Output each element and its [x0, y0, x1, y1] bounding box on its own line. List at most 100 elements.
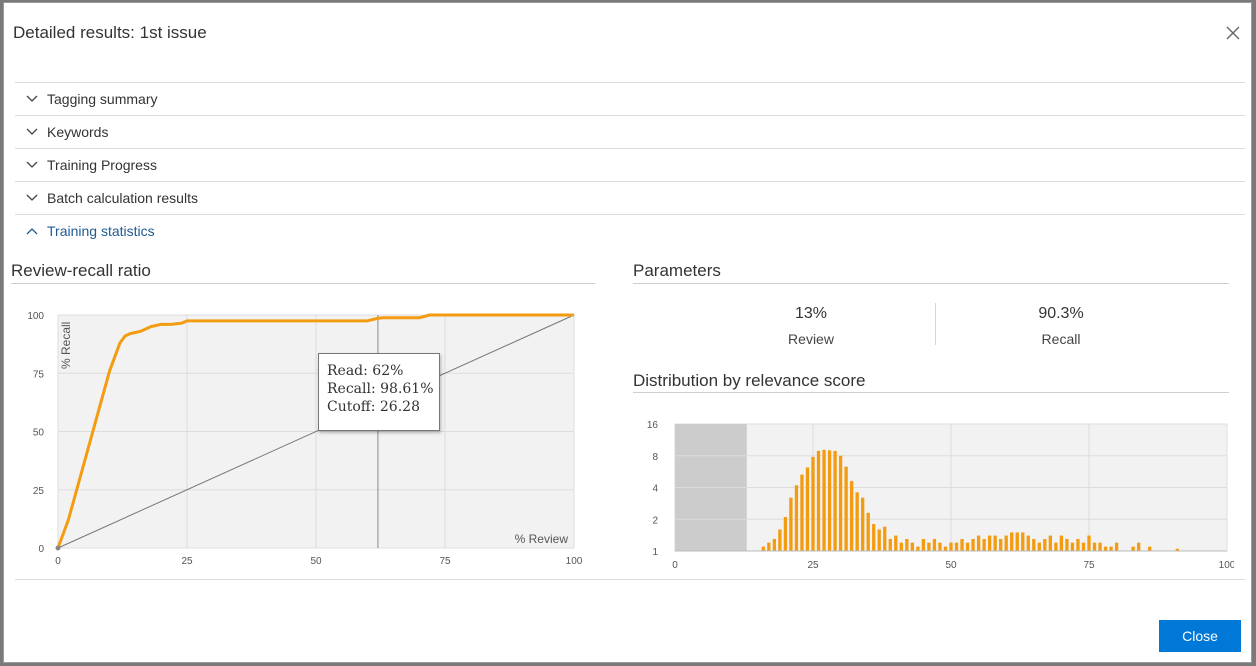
histogram-bar — [1026, 535, 1030, 551]
y-tick-label: 16 — [647, 420, 659, 431]
recall-series-line — [56, 313, 574, 549]
parameters-heading: Parameters — [633, 261, 721, 280]
histogram-bar — [1131, 546, 1135, 551]
section-label: Tagging summary — [47, 91, 158, 107]
chevron-up-icon — [26, 228, 38, 235]
recall-value: 90.3% — [1038, 305, 1084, 322]
chevron-down-icon — [26, 128, 38, 135]
review-label: Review — [788, 331, 834, 347]
y-tick-label: 50 — [33, 428, 45, 439]
y-tick-label: 8 — [652, 452, 658, 463]
histogram-bar — [800, 474, 804, 551]
histogram-bar — [1048, 535, 1053, 551]
y-tick-label: 1 — [652, 547, 658, 558]
histogram-bar — [844, 466, 848, 551]
x-tick-label: 100 — [1219, 560, 1234, 571]
section-label: Keywords — [47, 124, 109, 140]
x-tick-label: 25 — [807, 560, 819, 571]
histogram-bar — [1081, 542, 1086, 551]
histogram-bar — [1175, 548, 1179, 551]
histogram-bar — [1004, 535, 1008, 551]
dialog-title: Detailed results: 1st issue — [13, 23, 207, 42]
divider — [633, 392, 1229, 393]
baseline-series-line — [57, 314, 575, 549]
y-tick-label: 0 — [38, 544, 44, 555]
histogram-bar — [1015, 532, 1019, 551]
histogram-bar — [811, 456, 815, 551]
histogram-bar — [1032, 538, 1036, 551]
histogram-bar — [1037, 542, 1041, 551]
histogram-bar — [905, 538, 909, 551]
x-tick-label: 75 — [1083, 560, 1095, 571]
x-tick-label: 75 — [439, 556, 451, 567]
x-axis-label: % Review — [515, 532, 569, 546]
histogram-bar — [772, 538, 777, 551]
histogram-bar — [1087, 535, 1091, 551]
histogram-bar — [993, 535, 997, 551]
histogram-bar — [1098, 542, 1102, 551]
section-training-statistics[interactable]: Training statistics — [15, 214, 1245, 247]
histogram-bar — [932, 538, 937, 551]
histogram-bar — [855, 492, 859, 551]
histogram-bar — [1103, 546, 1108, 551]
x-tick-label: 50 — [945, 560, 957, 571]
histogram-bar — [838, 455, 843, 551]
histogram-bar — [778, 529, 782, 551]
histogram-bar — [827, 450, 832, 551]
distribution-chart: 0 25 50 75 100 1 2 4 8 16 — [647, 420, 1234, 571]
histogram-bar — [971, 538, 975, 551]
histogram-bar — [965, 542, 970, 551]
tooltip-read: Read: 62% — [327, 363, 404, 379]
histogram-bar — [1021, 532, 1025, 551]
x-tick-label: 100 — [566, 556, 583, 567]
histogram-bar — [1065, 538, 1069, 551]
close-button[interactable]: Close — [1159, 620, 1241, 652]
histogram-bar — [888, 538, 892, 551]
histogram-bar — [1010, 532, 1014, 551]
param-separator — [935, 303, 936, 345]
section-keywords[interactable]: Keywords — [15, 115, 1245, 148]
y-tick-label: 4 — [652, 484, 658, 495]
histogram-bar — [899, 542, 903, 551]
histogram-bar — [783, 517, 788, 551]
review-recall-heading: Review-recall ratio — [11, 261, 151, 280]
divider — [633, 283, 1229, 284]
y-axis-label: % Recall — [59, 322, 73, 369]
tooltip-recall: Recall: 98.61% — [327, 381, 434, 397]
histogram-bar — [910, 542, 915, 551]
histogram-bar — [999, 538, 1003, 551]
histogram-bar — [789, 497, 793, 551]
histogram-bar — [1114, 542, 1119, 551]
x-tick-label: 0 — [672, 560, 678, 571]
review-value: 13% — [794, 305, 828, 322]
histogram-bar — [833, 450, 837, 551]
chevron-down-icon — [26, 194, 38, 201]
section-label: Training Progress — [47, 157, 157, 173]
histogram-bar — [1054, 542, 1058, 551]
histogram-bar — [982, 538, 986, 551]
histogram-bar — [987, 535, 992, 551]
histogram-bar — [976, 535, 981, 551]
histogram-bar — [861, 497, 865, 551]
x-tick-label: 0 — [55, 556, 61, 567]
chevron-down-icon — [26, 161, 38, 168]
section-label: Training statistics — [47, 223, 155, 239]
divider — [11, 283, 595, 284]
section-training-progress[interactable]: Training Progress — [15, 148, 1245, 181]
histogram-bar — [883, 526, 887, 551]
x-tick-label: 25 — [181, 556, 193, 567]
histogram-bar — [872, 524, 876, 551]
histogram-bar — [954, 542, 959, 551]
close-icon[interactable] — [1223, 23, 1243, 43]
chart-tooltip: Read: 62% Recall: 98.61% Cutoff: 26.28 — [318, 353, 440, 431]
histogram-bar — [938, 542, 942, 551]
section-label: Batch calculation results — [47, 190, 198, 206]
histogram-bar — [943, 546, 948, 551]
histogram-bar — [822, 449, 826, 551]
distribution-heading: Distribution by relevance score — [633, 371, 866, 390]
y-tick-label: 100 — [27, 311, 44, 322]
section-tagging-summary[interactable]: Tagging summary — [15, 82, 1245, 115]
histogram-bar — [794, 485, 799, 551]
histogram-bar — [1059, 535, 1064, 551]
section-batch-calculation-results[interactable]: Batch calculation results — [15, 181, 1245, 214]
